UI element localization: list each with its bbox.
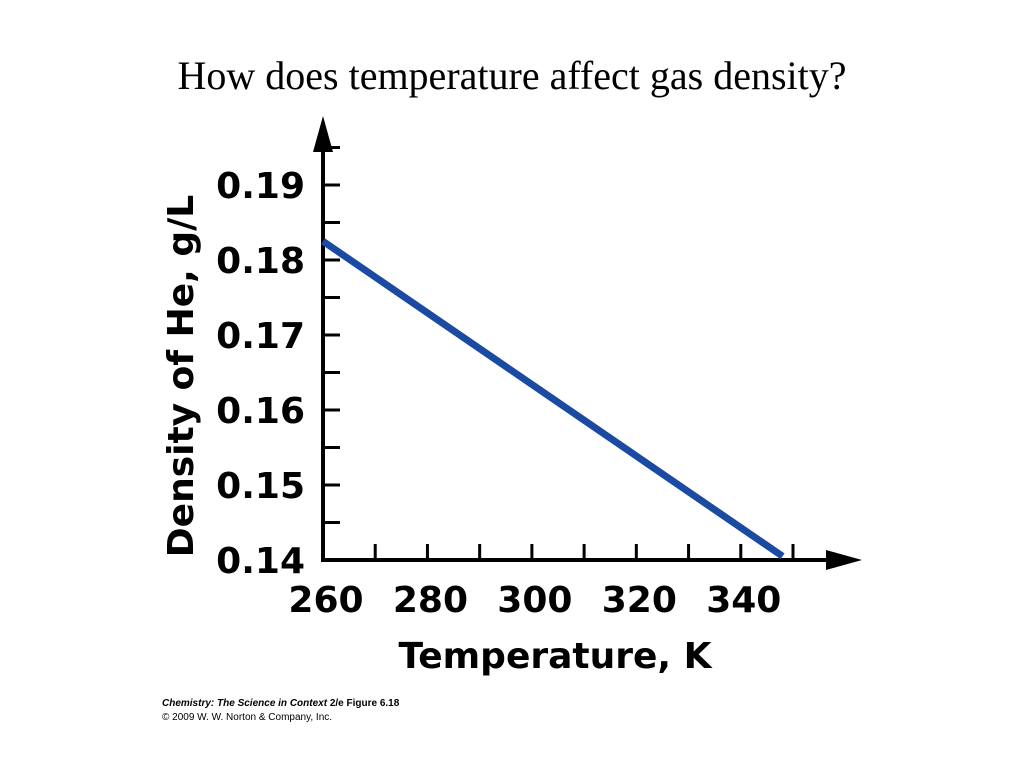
x-tick-label: 300 <box>497 580 572 621</box>
y-axis-ticks: 0.14 0.15 0.16 0.17 0.18 0.19 <box>216 146 340 582</box>
credit-source: Chemistry: The Science in Context 2/e Fi… <box>162 697 399 711</box>
x-axis-ticks: 260 280 300 320 340 <box>288 544 795 621</box>
series-line <box>321 238 785 560</box>
x-tick-label: 280 <box>393 580 468 621</box>
x-tick-label: 260 <box>288 580 363 621</box>
y-tick-label: 0.19 <box>216 166 305 207</box>
y-tick-label: 0.17 <box>216 316 305 357</box>
y-tick-label: 0.15 <box>216 466 305 507</box>
slide-title: How does temperature affect gas density? <box>177 53 847 98</box>
credit-edition-figure: 2/e Figure 6.18 <box>329 698 400 709</box>
y-tick-label: 0.14 <box>216 541 305 582</box>
y-axis-arrowhead <box>313 116 333 152</box>
credit-copyright: © 2009 W. W. Norton & Company, Inc. <box>162 712 333 723</box>
y-tick-label: 0.18 <box>216 241 305 282</box>
x-axis-title: Temperature, K <box>398 636 712 677</box>
y-tick-label: 0.16 <box>216 391 305 432</box>
y-axis-title: Density of He, g/L <box>161 195 202 557</box>
figure-credit: Chemistry: The Science in Context 2/e Fi… <box>162 697 399 725</box>
series-group <box>321 238 785 560</box>
x-tick-label: 320 <box>602 580 677 621</box>
chart-axes <box>313 116 862 570</box>
credit-book-title: Chemistry: The Science in Context <box>162 698 328 709</box>
x-tick-label: 340 <box>706 580 781 621</box>
x-axis-arrowhead <box>826 550 862 570</box>
